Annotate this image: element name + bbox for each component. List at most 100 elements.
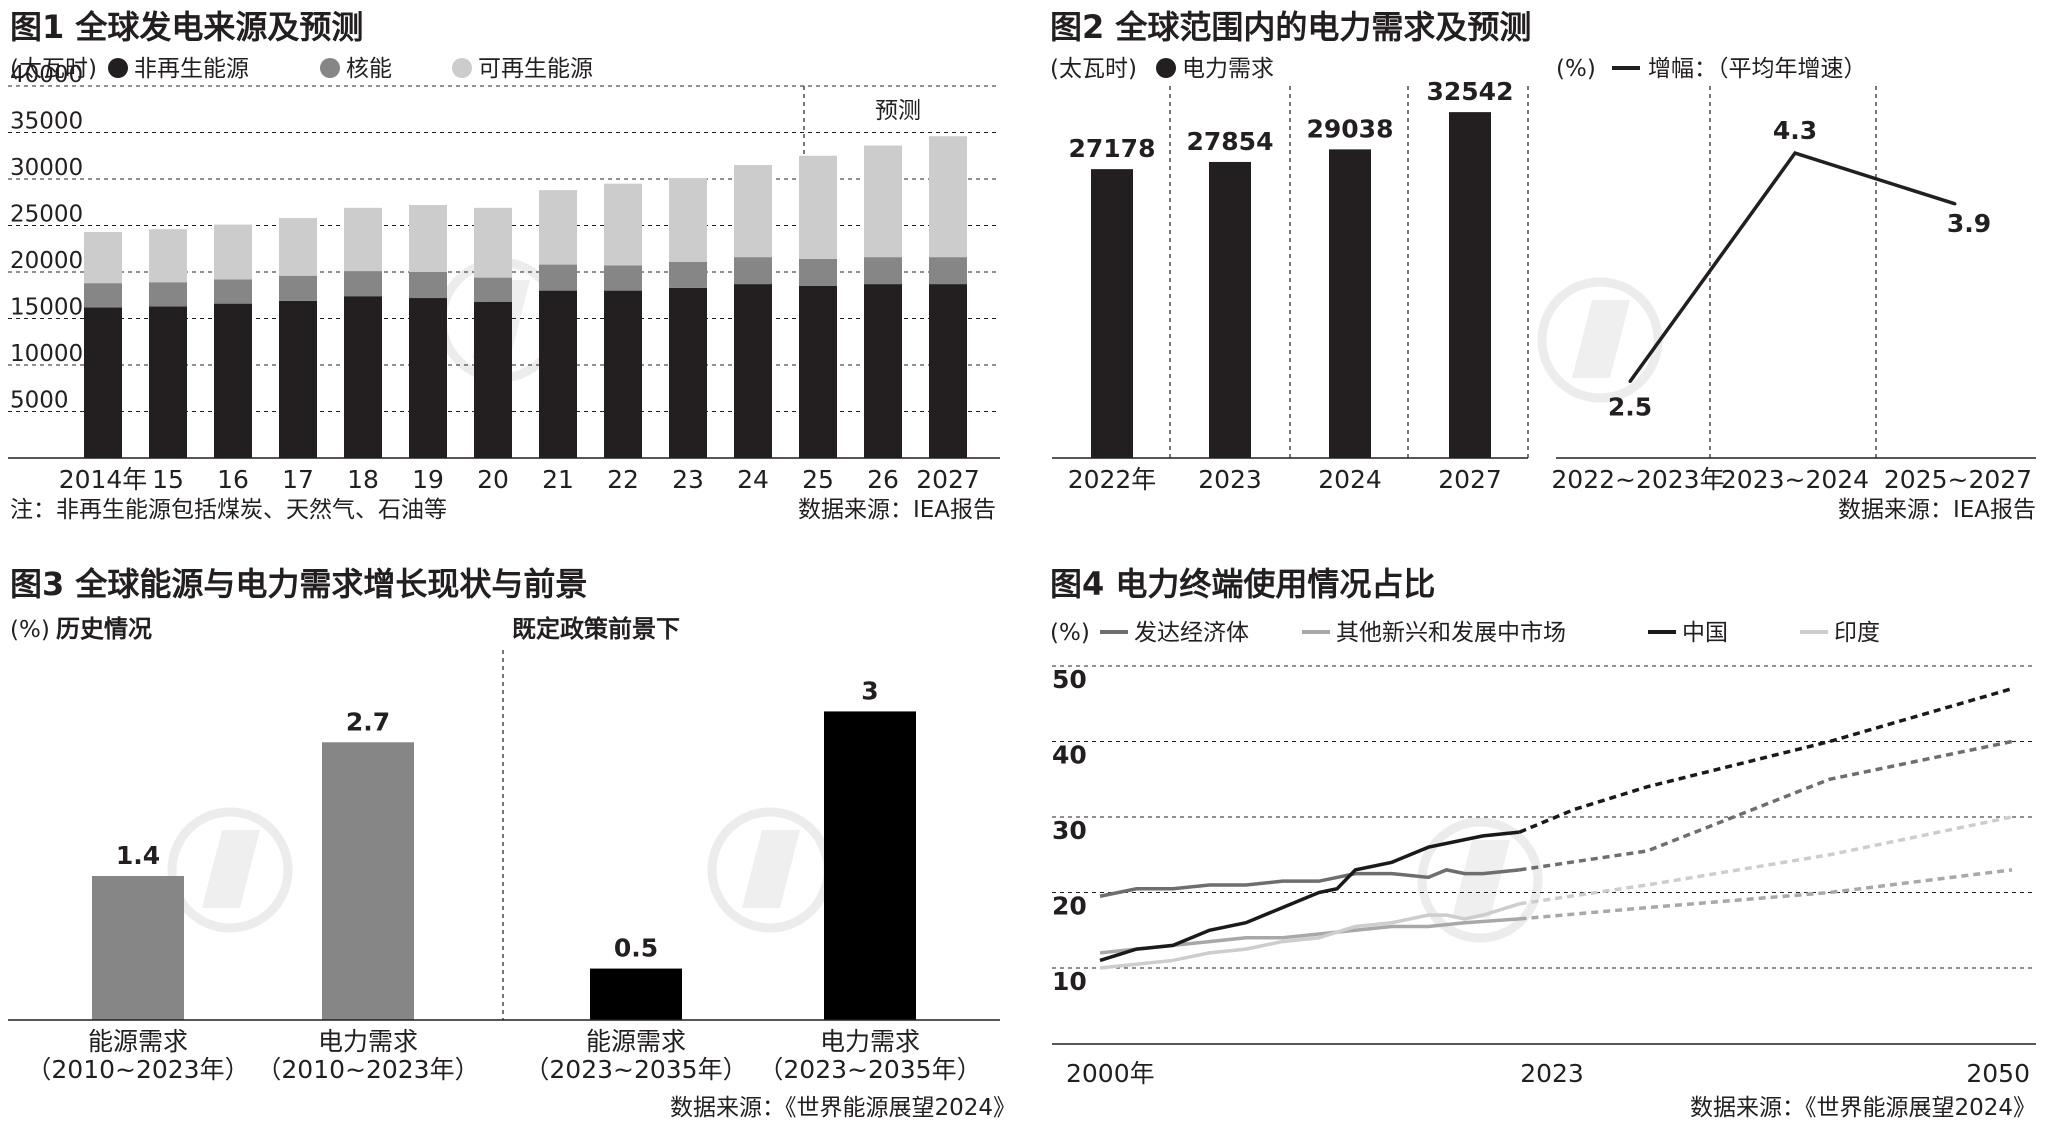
fig1-bar-renewable [214,224,252,280]
fig1-bar-renewable [474,207,512,278]
fig2-bar-demand [1329,149,1371,458]
fig1-bar-nuclear [279,275,317,301]
fig2-left-unit: (太瓦时) [1050,56,1137,82]
fig2-right-x-tick-label: 2022~2023年 [1551,465,1724,494]
fig3-bar-label: 能源需求 [88,1027,188,1056]
fig1-bar-nonrenewable [864,284,902,458]
fig1-x-tick-labels: 2014年 15 16 17 18 19 20 21 22 23 24 25 26 2027 [59,465,980,494]
fig1-bar-nuclear [799,258,837,286]
fig1-bar-renewable [799,155,837,259]
fig4-y-tick-label: 10 [1052,967,1087,996]
fig2-growth-line: 2.5 4.3 3.9 [1608,116,1991,421]
fig2-growth-value-label: 4.3 [1773,116,1817,145]
fig1-bar-renewable [669,178,707,262]
fig1-bars [84,136,967,458]
fig4-series-projection [1519,868,2013,921]
fig1-bar-renewable [604,183,642,266]
fig1-bar-nonrenewable [604,290,642,458]
fig4-panel: 图4 电力终端使用情况占比 (%) 发达经济体 其他新兴和发展中市场 中国 印度… [1050,565,2036,1121]
fig1-x-tick-label: 15 [152,465,184,494]
fig1-bar-nonrenewable [474,301,512,458]
fig1-bar-nonrenewable [669,287,707,458]
fig1-legend-nuclear: 核能 [346,56,392,82]
fig1-legend-swatch-nonrenewable [108,58,128,78]
fig1-bar-nuclear [929,257,967,285]
fig2-x-tick-label: 2023 [1198,465,1262,494]
fig4-series-projection [1519,815,2013,906]
fig4-y-tick-label: 40 [1052,741,1087,770]
fig1-panel: 图1 全球发电来源及预测 (太瓦时) 非再生能源 核能 可再生能源 5000 10… [8,8,1000,523]
fig1-x-tick-label: 2027 [916,465,980,494]
fig1-bar-nonrenewable [149,306,187,458]
fig2-title: 图2 全球范围内的电力需求及预测 [1050,8,1531,46]
fig2-right-x-tick-label: 2025~2027 [1884,465,2032,494]
fig1-y-tick-label: 25000 [10,202,83,228]
fig1-bar-nonrenewable [539,290,577,458]
fig2-bar-value-label: 29038 [1307,114,1394,143]
fig3-bar-value-label: 3 [861,676,878,705]
fig1-bar-nonrenewable [929,284,967,458]
fig1-bar-renewable [149,229,187,283]
fig2-growth-series [1628,151,1956,383]
fig1-x-tick-label: 18 [347,465,379,494]
fig4-series-historical [1099,830,1520,963]
fig2-source: 数据来源：IEA报告 [1838,497,2036,523]
fig1-y-tick-label: 20000 [10,248,83,274]
fig4-x-tick-labels: 2000年 2023 2050 [1066,1059,2030,1088]
fig4-legend-india: 印度 [1834,620,1880,646]
fig1-x-tick-label: 19 [412,465,444,494]
fig2-bar-demand [1449,112,1491,458]
fig1-y-axis: 5000 10000 15000 20000 25000 30000 35000 40000 [10,62,83,414]
fig1-x-tick-label: 23 [672,465,704,494]
fig1-bar-renewable [84,232,122,284]
fig1-y-tick-label: 40000 [10,62,83,88]
fig2-bar-demand [1091,169,1133,458]
fig3-bar-period: （2023~2035年） [524,1055,747,1084]
fig3-unit-text: (%) [10,617,50,643]
fig2-bar-value-label: 27854 [1187,127,1274,156]
fig2-right-unit: (%) [1556,56,1596,82]
fig1-source: 数据来源：IEA报告 [798,497,996,523]
fig1-y-tick-label: 30000 [10,155,83,181]
fig2-panel: 图2 全球范围内的电力需求及预测 (太瓦时) 电力需求 (%) 增幅：（平均年增… [1050,8,2036,523]
fig1-forecast-label: 预测 [875,98,921,124]
fig1-bar-renewable [539,190,577,265]
fig4-series-historical [1099,902,1521,970]
fig1-y-tick-label: 5000 [10,388,69,414]
fig2-bars: 27178 27854 29038 32542 [1069,77,1513,458]
fig1-legend-renewable: 可再生能源 [478,56,593,82]
fig3-left-header: 历史情况 [56,615,152,643]
fig1-bar-nuclear [669,261,707,288]
fig3-bars: 1.4 2.7 0.5 3 [92,676,916,1020]
fig1-x-tick-label: 25 [802,465,834,494]
fig3-bar [824,711,916,1020]
fig1-bar-nuclear [409,272,447,299]
fig2-right-legend: 增幅：（平均年增速） [1648,56,1867,82]
fig4-x-tick-label: 2023 [1520,1059,1584,1088]
fig2-x-tick-label: 2027 [1438,465,1502,494]
fig4-legend-developed: 发达经济体 [1134,620,1249,646]
fig4-source: 数据来源：《世界能源展望2024》 [1690,1095,2036,1121]
fig2-left-legend: 电力需求 [1182,56,1274,82]
fig1-bar-nuclear [344,271,382,297]
fig1-legend-nonrenewable: 非再生能源 [134,56,249,82]
fig1-x-tick-label: 21 [542,465,574,494]
fig1-y-tick-label: 15000 [10,295,83,321]
fig1-x-tick-label: 26 [867,465,899,494]
fig1-x-tick-label: 16 [217,465,249,494]
fig3-bar-label: 电力需求 [318,1027,418,1056]
fig2-growth-point [1628,380,1632,384]
fig1-legend-swatch-renewable [452,58,472,78]
fig1-bar-nuclear [864,257,902,285]
fig1-bar-nuclear [149,282,187,307]
fig1-note: 注：非再生能源包括煤炭、天然气、石油等 [10,497,447,523]
fig1-bar-nonrenewable [734,284,772,458]
fig4-legend-emerging: 其他新兴和发展中市场 [1336,620,1566,646]
fig2-growth-value-label: 2.5 [1608,393,1652,422]
fig1-bar-nonrenewable [214,303,252,458]
fig1-bar-nonrenewable [409,298,447,458]
fig4-unit: (%) [1050,620,1090,646]
fig1-legend-swatch-nuclear [320,58,340,78]
fig3-bar [322,742,414,1020]
